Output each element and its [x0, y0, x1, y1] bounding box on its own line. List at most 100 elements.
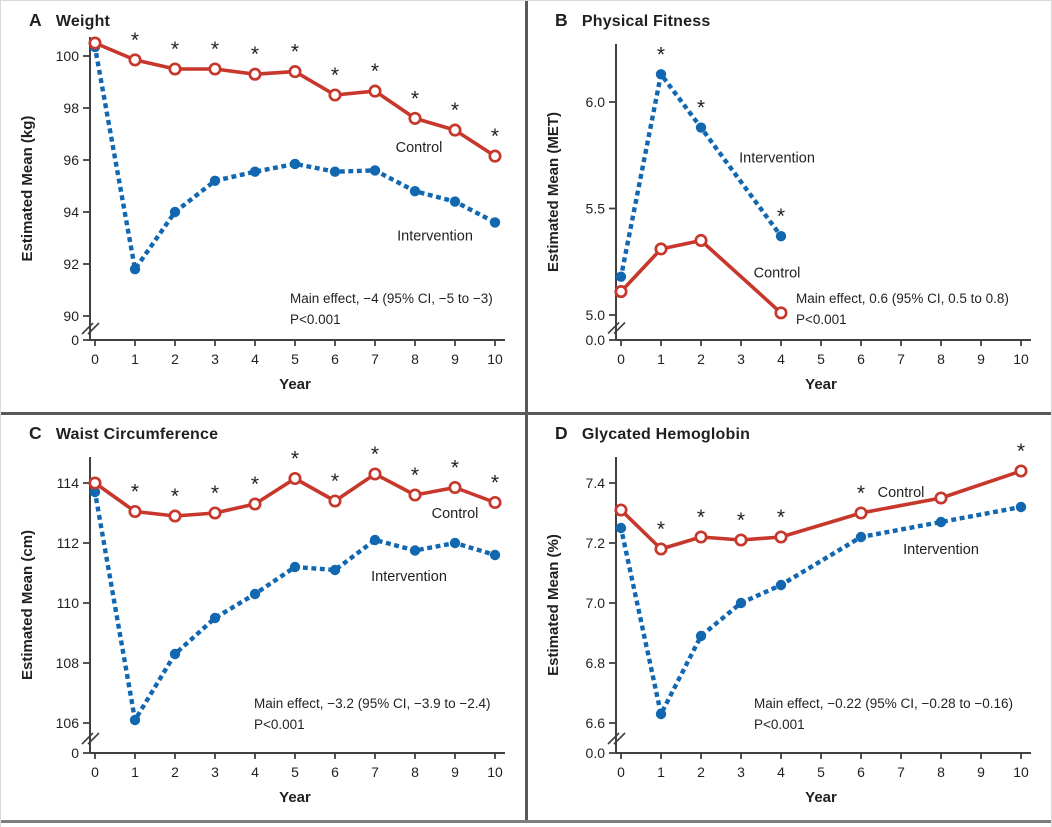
- intervention-marker: [129, 264, 141, 275]
- control-marker: [774, 530, 788, 544]
- main-effect-annotation: Main effect, −0.22 (95% CI, −0.28 to −0.…: [754, 693, 1013, 735]
- y-tick-label: 106: [56, 715, 80, 731]
- x-tick-label: 5: [817, 351, 825, 367]
- x-tick-label: 2: [171, 351, 179, 367]
- significance-star: *: [777, 506, 785, 529]
- p-value-text: P<0.001: [754, 717, 805, 732]
- panel-waist-circumference: C Waist Circumference 114 112 110 108 106 0 0 1 2…: [2, 415, 526, 825]
- intervention-marker: [735, 597, 747, 609]
- panel-glycated-hemoglobin: D Glycated Hemoglobin 7.4 7.2 7.0 6.8 6.6 0.0 0…: [528, 415, 1051, 825]
- x-tick-label: 9: [977, 351, 985, 367]
- panel-weight: A Weight 100 98 96 94 92 90 0 0 1 2 3 4 5 6 7 8 9 10 Year Es…: [2, 2, 526, 412]
- x-tick-label: 6: [331, 351, 339, 367]
- control-marker: [488, 495, 502, 510]
- intervention-marker: [855, 531, 867, 543]
- panel-name: Glycated Hemoglobin: [581, 426, 751, 443]
- physical-fitness-chart: 6.0 5.5 5.0 0.0 0 1 2 3 4 5 6 7 8 9 10 Year Estimated Me…: [545, 43, 1031, 393]
- y-tick-label: 92: [63, 256, 79, 272]
- x-tick-label: 3: [737, 351, 745, 367]
- significance-star: *: [451, 457, 459, 480]
- control-marker: [168, 509, 182, 523]
- panel-title: B Physical Fitness: [555, 10, 710, 31]
- control-marker: [654, 542, 668, 556]
- significance-star: *: [171, 38, 179, 61]
- intervention-marker: [209, 612, 221, 624]
- y-axis-title: Estimated Mean (kg): [19, 116, 36, 262]
- control-marker: [88, 36, 102, 50]
- panel-letter: A: [29, 10, 42, 30]
- y-tick-label: 7.2: [586, 535, 606, 551]
- intervention-marker: [489, 217, 501, 228]
- x-tick-label: 7: [371, 351, 379, 367]
- y-zero-tick-label: 0: [71, 332, 79, 348]
- x-tick-label: 2: [697, 351, 705, 367]
- significance-star: *: [131, 29, 139, 52]
- control-marker: [208, 506, 222, 520]
- y-tick-label: 6.8: [586, 655, 606, 671]
- main-effect-text: Main effect, −3.2 (95% CI, −3.9 to −2.4): [254, 696, 491, 711]
- main-effect-annotation: Main effect, 0.6 (95% CI, 0.5 to 0.8) P<…: [796, 288, 1009, 330]
- y-tick-label: 98: [63, 100, 79, 116]
- intervention-marker: [169, 648, 181, 660]
- x-tick-label: 10: [1013, 764, 1029, 780]
- control-marker: [448, 123, 462, 137]
- y-zero-tick-label: 0.0: [586, 332, 606, 348]
- intervention-marker: [329, 166, 341, 177]
- intervention-marker: [129, 714, 141, 726]
- y-axis-break: [607, 732, 620, 745]
- control-marker: [168, 62, 182, 76]
- significance-star: *: [777, 205, 785, 228]
- x-tick-label: 5: [291, 351, 299, 367]
- x-tick-label: 7: [897, 764, 905, 780]
- x-tick-label: 8: [937, 764, 945, 780]
- control-marker: [368, 84, 382, 98]
- control-marker: [128, 53, 142, 67]
- series-label-control: Control: [754, 265, 801, 281]
- y-axis-break: [613, 321, 626, 335]
- control-marker: [248, 67, 262, 81]
- intervention-line: [618, 72, 785, 280]
- significance-star: *: [411, 87, 419, 110]
- x-tick-label: 7: [371, 764, 379, 780]
- control-marker: [694, 530, 708, 544]
- significance-star: *: [411, 464, 419, 487]
- x-axis-title: Year: [805, 376, 837, 393]
- panel-title: C Waist Circumference: [29, 423, 218, 444]
- y-zero-tick-label: 0: [71, 745, 79, 761]
- x-tick-label: 3: [211, 351, 219, 367]
- y-tick-label: 110: [57, 595, 80, 611]
- p-value-text: P<0.001: [290, 312, 341, 327]
- control-line: [619, 238, 783, 315]
- x-tick-label: 1: [657, 351, 665, 367]
- intervention-line: [92, 489, 498, 723]
- y-axis-break: [87, 732, 100, 745]
- main-effect-text: Main effect, 0.6 (95% CI, 0.5 to 0.8): [796, 291, 1009, 306]
- y-tick-label: 7.0: [586, 595, 606, 611]
- x-tick-label: 0: [617, 351, 625, 367]
- control-marker: [854, 506, 868, 520]
- y-tick-label: 90: [63, 308, 79, 324]
- control-marker: [734, 533, 748, 547]
- control-marker: [934, 491, 948, 505]
- y-axis-break: [613, 732, 626, 745]
- x-tick-label: 5: [817, 764, 825, 780]
- control-marker: [288, 65, 302, 79]
- control-marker: [614, 285, 628, 299]
- main-effect-text: Main effect, −4 (95% CI, −5 to −3): [290, 291, 493, 306]
- control-marker: [654, 242, 668, 256]
- x-axis-title: Year: [279, 789, 311, 806]
- x-tick-label: 6: [857, 351, 865, 367]
- significance-star: *: [251, 473, 259, 496]
- x-tick-label: 8: [937, 351, 945, 367]
- x-tick-label: 5: [291, 764, 299, 780]
- panel-title: D Glycated Hemoglobin: [555, 423, 750, 444]
- significance-star: *: [697, 97, 705, 120]
- series-label-control: Control: [432, 506, 479, 522]
- glycated-hemoglobin-chart: 7.4 7.2 7.0 6.8 6.6 0.0 0 1 2 3 4 5 6 7 8 9 10 Year Estima…: [545, 440, 1031, 806]
- main-effect-annotation: Main effect, −4 (95% CI, −5 to −3) P<0.0…: [290, 288, 493, 330]
- significance-star: *: [491, 125, 499, 148]
- intervention-marker: [409, 545, 421, 556]
- x-tick-label: 6: [857, 764, 865, 780]
- control-marker: [488, 149, 502, 163]
